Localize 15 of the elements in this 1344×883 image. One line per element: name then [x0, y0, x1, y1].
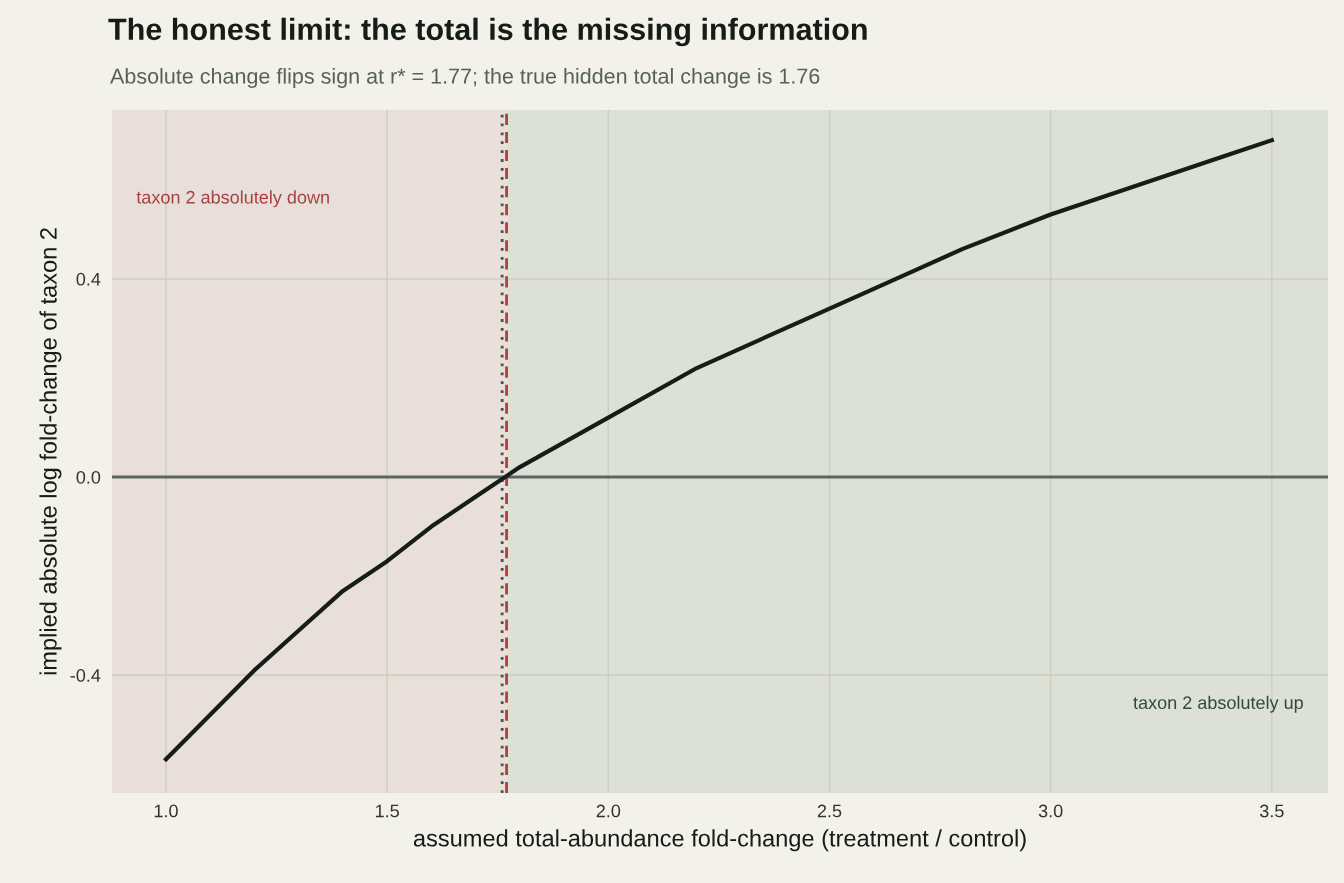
- x-tick-label: 2.5: [817, 804, 842, 818]
- y-tick-label: 0.4: [76, 272, 101, 286]
- x-tick-label: 1.0: [154, 804, 178, 818]
- x-axis-title: assumed total-abundance fold-change (treatment / control): [413, 829, 1026, 852]
- x-tick-label: 3.0: [1038, 804, 1063, 818]
- chart-title: The honest limit: the total is the missing information: [108, 17, 867, 47]
- y-tick-label: -0.4: [70, 669, 101, 682]
- x-tick-label: 3.5: [1259, 804, 1284, 818]
- y-tick-label: 0.0: [76, 470, 101, 484]
- band-label: taxon 2 absolutely down: [136, 190, 329, 208]
- x-tick-label: 2.0: [596, 804, 621, 818]
- chart-subtitle: Absolute change flips sign at r* = 1.77; the true hidden total change is 1.76: [110, 67, 820, 89]
- x-tick-label: 1.5: [375, 804, 399, 818]
- y-axis-title: implied absolute log fold-change of taxon 2: [39, 228, 62, 675]
- band-label: taxon 2 absolutely up: [1133, 695, 1303, 713]
